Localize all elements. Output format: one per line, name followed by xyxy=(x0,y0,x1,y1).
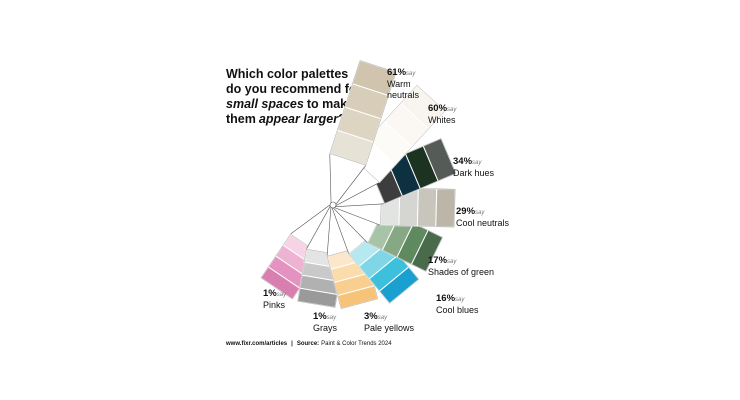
category-label: Cool blues xyxy=(436,305,479,315)
value-percent: 60% xyxy=(428,103,448,114)
swatch-outline xyxy=(329,60,397,166)
value-percent: 29% xyxy=(456,206,476,217)
title-part: small spaces xyxy=(226,97,304,111)
value-suffix: say xyxy=(475,210,485,216)
footer: www.fixr.com/articles | Source: Paint & Col… xyxy=(225,341,392,347)
value-label: 1%say xyxy=(313,311,337,322)
value-label: 1%say xyxy=(263,288,287,299)
title-part: Which color palettes xyxy=(226,67,348,81)
title-line: do you recommend for xyxy=(226,82,362,96)
footer-site: www.fixr.com/articles xyxy=(225,341,288,347)
category-label: Shades of green xyxy=(428,267,494,277)
swatch xyxy=(329,59,397,206)
category-line: Warm xyxy=(387,79,411,89)
value-label: 61%say xyxy=(387,67,416,78)
swatch-outline xyxy=(351,84,446,183)
category-label: Cool neutrals xyxy=(456,218,510,228)
title-part: appear larger xyxy=(259,112,339,126)
value-suffix: say xyxy=(378,315,388,321)
value-label: 60%say xyxy=(428,103,457,114)
title-line: Which color palettes xyxy=(226,67,348,81)
category-label: Dark hues xyxy=(453,168,495,178)
value-suffix: say xyxy=(447,259,457,265)
category-line: neutrals xyxy=(387,90,420,100)
swatch xyxy=(332,186,456,228)
footer-separator: | xyxy=(291,341,293,347)
value-label: 34%say xyxy=(453,156,482,167)
value-label: 3%say xyxy=(364,311,388,322)
swatch-chip xyxy=(416,187,438,228)
value-percent: 17% xyxy=(428,255,448,266)
value-label: 16%say xyxy=(436,293,465,304)
title-part: them xyxy=(226,112,256,126)
value-percent: 61% xyxy=(387,67,407,78)
value-suffix: say xyxy=(472,160,482,166)
value-label: 17%say xyxy=(428,255,457,266)
value-percent: 1% xyxy=(263,288,277,299)
value-percent: 1% xyxy=(313,311,327,322)
value-label: 29%say xyxy=(456,206,485,217)
category-label: Whites xyxy=(428,115,456,125)
value-suffix: say xyxy=(447,107,457,113)
category-label: Warm neutrals xyxy=(387,79,420,100)
value-suffix: say xyxy=(406,71,416,77)
category-label: Pinks xyxy=(263,300,286,310)
category-label: Grays xyxy=(313,323,338,333)
title-part: to make xyxy=(307,97,354,111)
value-percent: 34% xyxy=(453,156,473,167)
pivot xyxy=(329,201,337,209)
value-percent: 3% xyxy=(364,311,378,322)
footer-source: Paint & Color Trends 2024 xyxy=(321,341,392,347)
swatch-chip xyxy=(435,188,456,228)
category-label: Pale yellows xyxy=(364,323,415,333)
title-line: small spaces to make xyxy=(226,97,354,111)
value-percent: 16% xyxy=(436,293,456,304)
title-part: do you recommend for xyxy=(226,82,362,96)
value-suffix: say xyxy=(277,292,287,298)
value-suffix: say xyxy=(455,297,465,303)
footer-source-label: Source: xyxy=(297,341,319,347)
value-suffix: say xyxy=(327,315,337,321)
